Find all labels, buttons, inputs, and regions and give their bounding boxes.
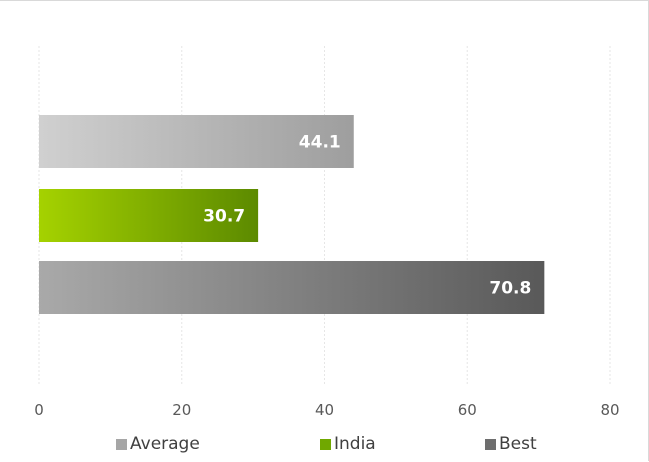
legend-item-india: India [320, 434, 376, 454]
bar-india [39, 189, 259, 242]
bar-average [39, 115, 354, 168]
legend-swatch-average [116, 438, 127, 450]
legend: Average India Best [0, 434, 649, 458]
legend-item-best: Best [485, 434, 537, 454]
x-tick-label-60: 60 [458, 401, 477, 419]
x-tick-label-40: 40 [315, 401, 334, 419]
data-labels: 44.1 30.7 70.8 [203, 133, 531, 299]
x-tick-label-0: 0 [34, 401, 44, 419]
legend-label-india: India [334, 434, 376, 454]
bars [39, 115, 545, 314]
legend-swatch-best [485, 438, 496, 450]
legend-item-average: Average [116, 434, 200, 454]
x-axis-ticks: 0 20 40 60 80 [34, 401, 619, 419]
data-label-best: 70.8 [489, 279, 531, 299]
data-label-average: 44.1 [299, 133, 341, 153]
legend-label-best: Best [499, 434, 537, 454]
bar-best [39, 261, 545, 314]
data-label-india: 30.7 [203, 207, 245, 227]
x-tick-label-20: 20 [172, 401, 191, 419]
legend-label-average: Average [130, 434, 200, 454]
x-tick-label-80: 80 [600, 401, 619, 419]
legend-swatch-india [320, 438, 331, 450]
